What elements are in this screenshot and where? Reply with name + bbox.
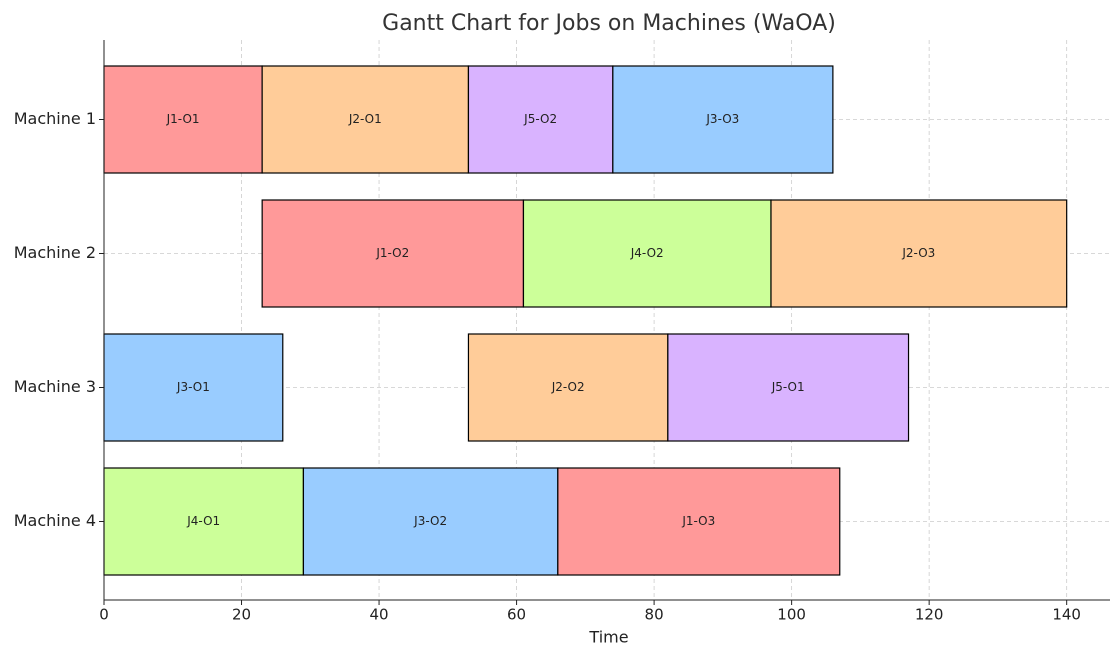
task-label: J1-O3	[681, 514, 715, 528]
task-label: J3-O2	[413, 514, 447, 528]
task-bar	[103, 467, 305, 576]
task-label: J5-O1	[771, 380, 805, 394]
task-bar	[612, 65, 834, 174]
task-bar	[261, 65, 470, 174]
task-bar	[467, 65, 614, 174]
task-label: J2-O3	[901, 246, 935, 260]
task-label: J5-O2	[523, 112, 557, 126]
y-tick-label: Machine 3	[14, 377, 96, 396]
task-label: J1-O1	[166, 112, 200, 126]
x-axis-label: Time	[588, 628, 628, 647]
y-tick-label: Machine 2	[14, 243, 96, 262]
task-bar	[103, 333, 284, 442]
task-label: J3-O1	[176, 380, 210, 394]
task-label: J4-O1	[186, 514, 220, 528]
chart-title: Gantt Chart for Jobs on Machines (WaOA)	[382, 11, 836, 36]
task-bar	[302, 467, 559, 576]
x-tick-label: 120	[915, 606, 944, 624]
task-label: J1-O2	[375, 246, 409, 260]
task-label: J3-O3	[705, 112, 739, 126]
y-tick-label: Machine 1	[14, 109, 96, 128]
x-tick-label: 140	[1052, 606, 1081, 624]
task-bar	[557, 467, 841, 576]
task-bar	[522, 199, 772, 308]
x-tick-label: 60	[507, 606, 526, 624]
task-label: J4-O2	[630, 246, 664, 260]
task-bar	[103, 65, 263, 174]
task-bar	[770, 199, 1068, 308]
x-tick-label: 20	[232, 606, 251, 624]
task-label: J2-O2	[551, 380, 585, 394]
x-tick-label: 100	[777, 606, 806, 624]
task-bar	[667, 333, 910, 442]
y-tick-label: Machine 4	[14, 511, 96, 530]
x-tick-label: 80	[645, 606, 664, 624]
task-label: J2-O1	[348, 112, 382, 126]
task-bar	[261, 199, 525, 308]
x-tick-label: 0	[99, 606, 109, 624]
x-tick-label: 40	[370, 606, 389, 624]
task-bar	[467, 333, 669, 442]
